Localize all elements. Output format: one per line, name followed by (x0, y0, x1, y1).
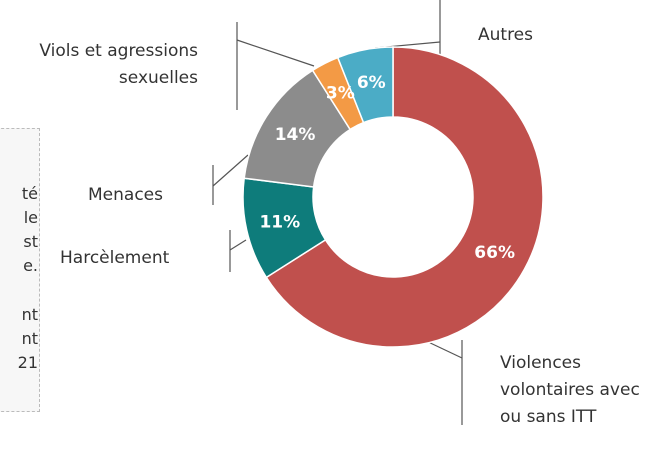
side-text-fragment: le (23, 208, 38, 227)
side-box (0, 128, 40, 412)
slice (336, 46, 394, 124)
side-text-fragment: nt (21, 329, 38, 348)
side-text-fragment: e. (23, 256, 38, 275)
value-label: 6% (357, 73, 386, 93)
slice-label: Harcèlement (60, 248, 170, 268)
value-label: 14% (275, 125, 316, 145)
side-text-fragment: st (23, 232, 38, 251)
slice-label: Viols et agressions sexuelles (39, 41, 198, 88)
slice (265, 46, 544, 348)
slice-label: Violences volontaires avec ou sans ITT (500, 353, 640, 427)
leader-line (236, 39, 315, 67)
slice-label: Autres (478, 25, 534, 45)
slice-label: Menaces (88, 185, 163, 205)
side-text-fragment: té (21, 184, 38, 203)
side-text-fragment: nt (21, 305, 38, 324)
side-text-fragment: 21 (17, 353, 38, 372)
value-label: 66% (474, 243, 515, 263)
leader-line (229, 239, 247, 251)
value-label: 3% (326, 84, 355, 104)
leader-line (212, 154, 249, 187)
value-label: 11% (259, 212, 300, 232)
side-text: té le st e. nt nt 21 (0, 0, 38, 455)
